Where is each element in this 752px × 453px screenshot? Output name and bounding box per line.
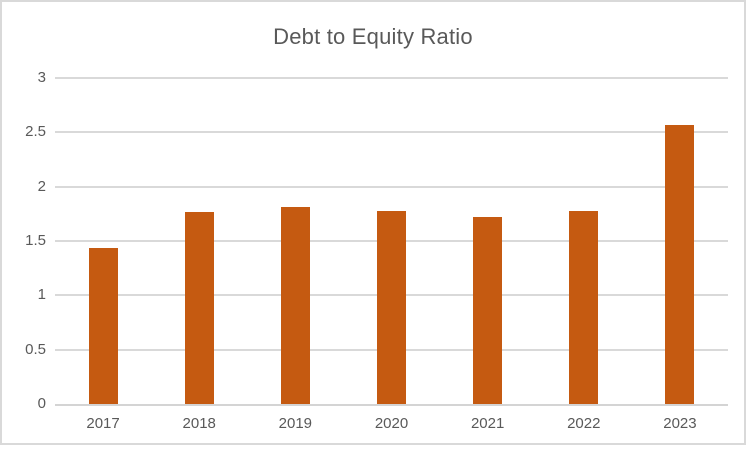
x-tick-label: 2023 [663, 415, 697, 432]
y-tick-label: 2 [37, 177, 46, 195]
x-tick-label: 2017 [86, 415, 120, 432]
bar-2017 [88, 247, 118, 404]
bar-2018 [184, 211, 214, 404]
bar-2020 [377, 210, 406, 404]
chart-frame: Debt to Equity Ratio 0 0.5 1 1.5 2 2.5 3 2017 2… [0, 0, 746, 445]
gridline [55, 185, 728, 188]
x-tick-label: 2022 [567, 415, 601, 432]
y-tick-label: 0.5 [25, 340, 46, 358]
bar-2023 [665, 124, 695, 404]
bar-2021 [473, 217, 503, 404]
y-tick-label: 3 [37, 69, 46, 86]
gridline [55, 131, 728, 134]
y-tick-label: 1.5 [25, 232, 46, 249]
chart-title: Debt to Equity Ratio [273, 24, 473, 49]
plot-area [55, 77, 728, 406]
x-tick-label: 2020 [374, 415, 409, 432]
x-tick-label: 2019 [278, 415, 313, 432]
x-tick-label: 2018 [182, 415, 216, 432]
y-tick-label: 2.5 [25, 123, 46, 141]
gridline [55, 77, 728, 79]
bar-2022 [569, 210, 599, 404]
y-tick-label: 0 [37, 395, 46, 412]
bar-2019 [280, 207, 310, 404]
y-tick-label: 1 [37, 286, 46, 304]
x-tick-label: 2021 [470, 415, 505, 432]
